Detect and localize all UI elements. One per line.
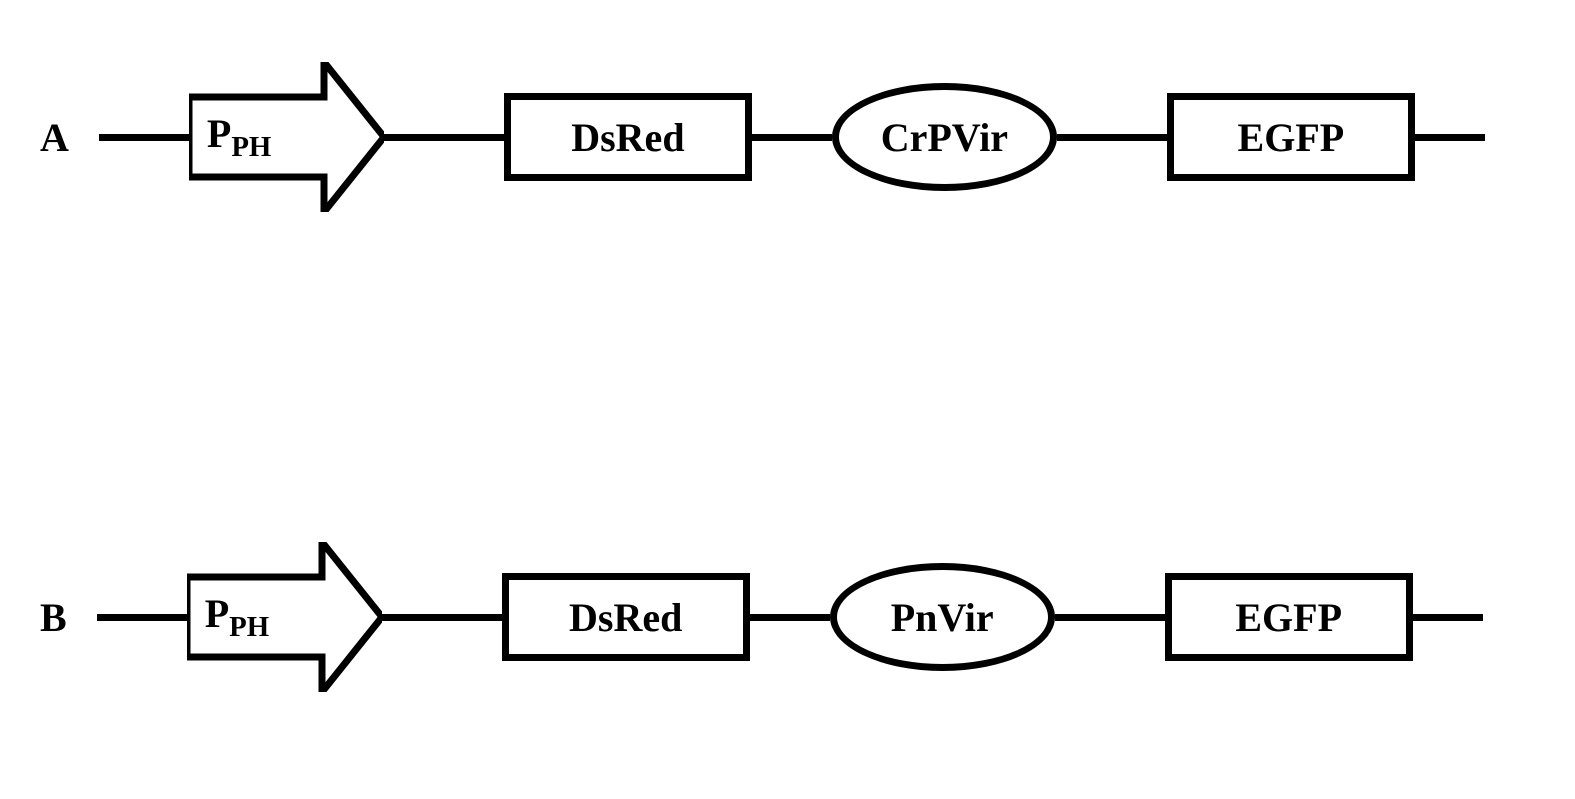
gene1-box-b: DsRed — [502, 573, 750, 661]
gene1-box-a: DsRed — [504, 93, 752, 181]
gene2-box-b: EGFP — [1165, 573, 1413, 661]
gene1-label-b: DsRed — [569, 594, 682, 641]
promoter-arrow-a: PPH — [189, 62, 384, 212]
connector-a-3 — [1057, 134, 1167, 141]
construct-row-b: B PPH DsRed PnVir EGFP — [0, 542, 1483, 692]
connector-b-3 — [1055, 614, 1165, 621]
row-label-a: A — [40, 114, 69, 161]
connector-b-2 — [750, 614, 830, 621]
promoter-P-a: P — [207, 111, 231, 156]
connector-b-tail — [1413, 614, 1483, 621]
gene2-label-a: EGFP — [1238, 114, 1345, 161]
gene1-label-a: DsRed — [571, 114, 684, 161]
connector-a-tail — [1415, 134, 1485, 141]
promoter-label-a: PPH — [207, 110, 271, 164]
connector-a-2 — [752, 134, 832, 141]
connector-a-1 — [384, 134, 504, 141]
connector-a-pre — [99, 134, 189, 141]
promoter-arrow-b: PPH — [187, 542, 382, 692]
row-label-b: B — [40, 594, 67, 641]
connector-b-pre — [97, 614, 187, 621]
ires-ellipse-a: CrPVir — [832, 83, 1057, 191]
promoter-P-b: P — [205, 591, 229, 636]
promoter-sub-a: PH — [231, 131, 271, 163]
promoter-sub-b: PH — [229, 611, 269, 643]
gene2-label-b: EGFP — [1235, 594, 1342, 641]
ires-label-b: PnVir — [891, 594, 994, 641]
ires-ellipse-b: PnVir — [830, 563, 1055, 671]
ires-label-a: CrPVir — [881, 114, 1008, 161]
construct-row-a: A PPH DsRed CrPVir EGFP — [0, 62, 1485, 212]
connector-b-1 — [382, 614, 502, 621]
promoter-label-b: PPH — [205, 590, 269, 644]
gene2-box-a: EGFP — [1167, 93, 1415, 181]
